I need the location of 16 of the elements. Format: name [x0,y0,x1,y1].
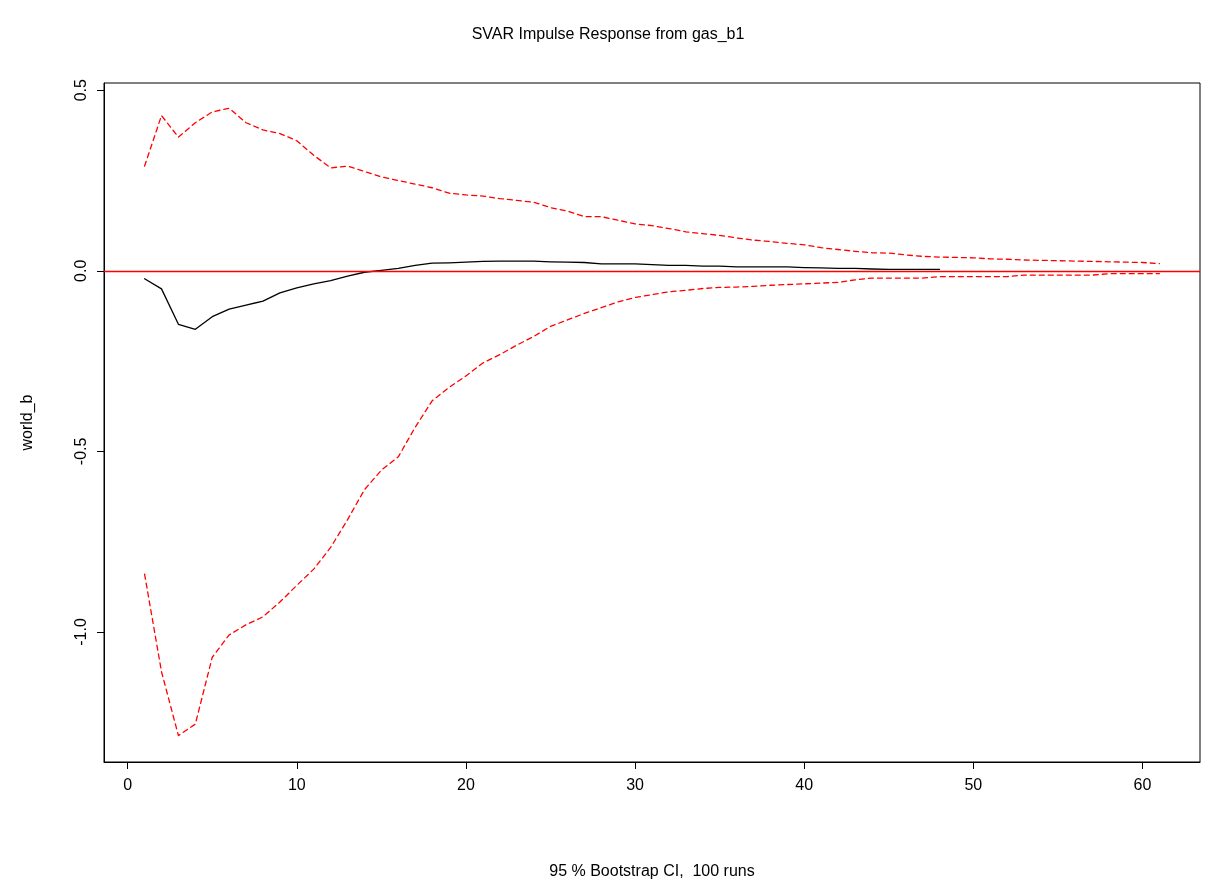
y-tick-label: 0.5 [71,79,89,102]
chart-title: SVAR Impulse Response from gas_b1 [471,24,745,43]
y-tick-label: 0.0 [71,259,89,282]
x-tick-label: 50 [964,775,983,793]
x-tick-label: 20 [457,775,475,793]
x-tick-label: 40 [795,775,814,793]
x-tick-label: 60 [1133,775,1152,793]
y-tick-label: -0.5 [71,437,89,466]
y-tick-label: -1.0 [71,618,89,646]
x-axis-title: 95 % Bootstrap CI, 100 runs [549,861,755,879]
x-tick-label: 0 [123,775,133,793]
x-tick-label: 30 [626,775,645,793]
y-axis-title: world_b [17,394,36,452]
x-tick-label: 10 [287,775,306,793]
line-series [143,107,1161,265]
line-series [143,260,941,330]
